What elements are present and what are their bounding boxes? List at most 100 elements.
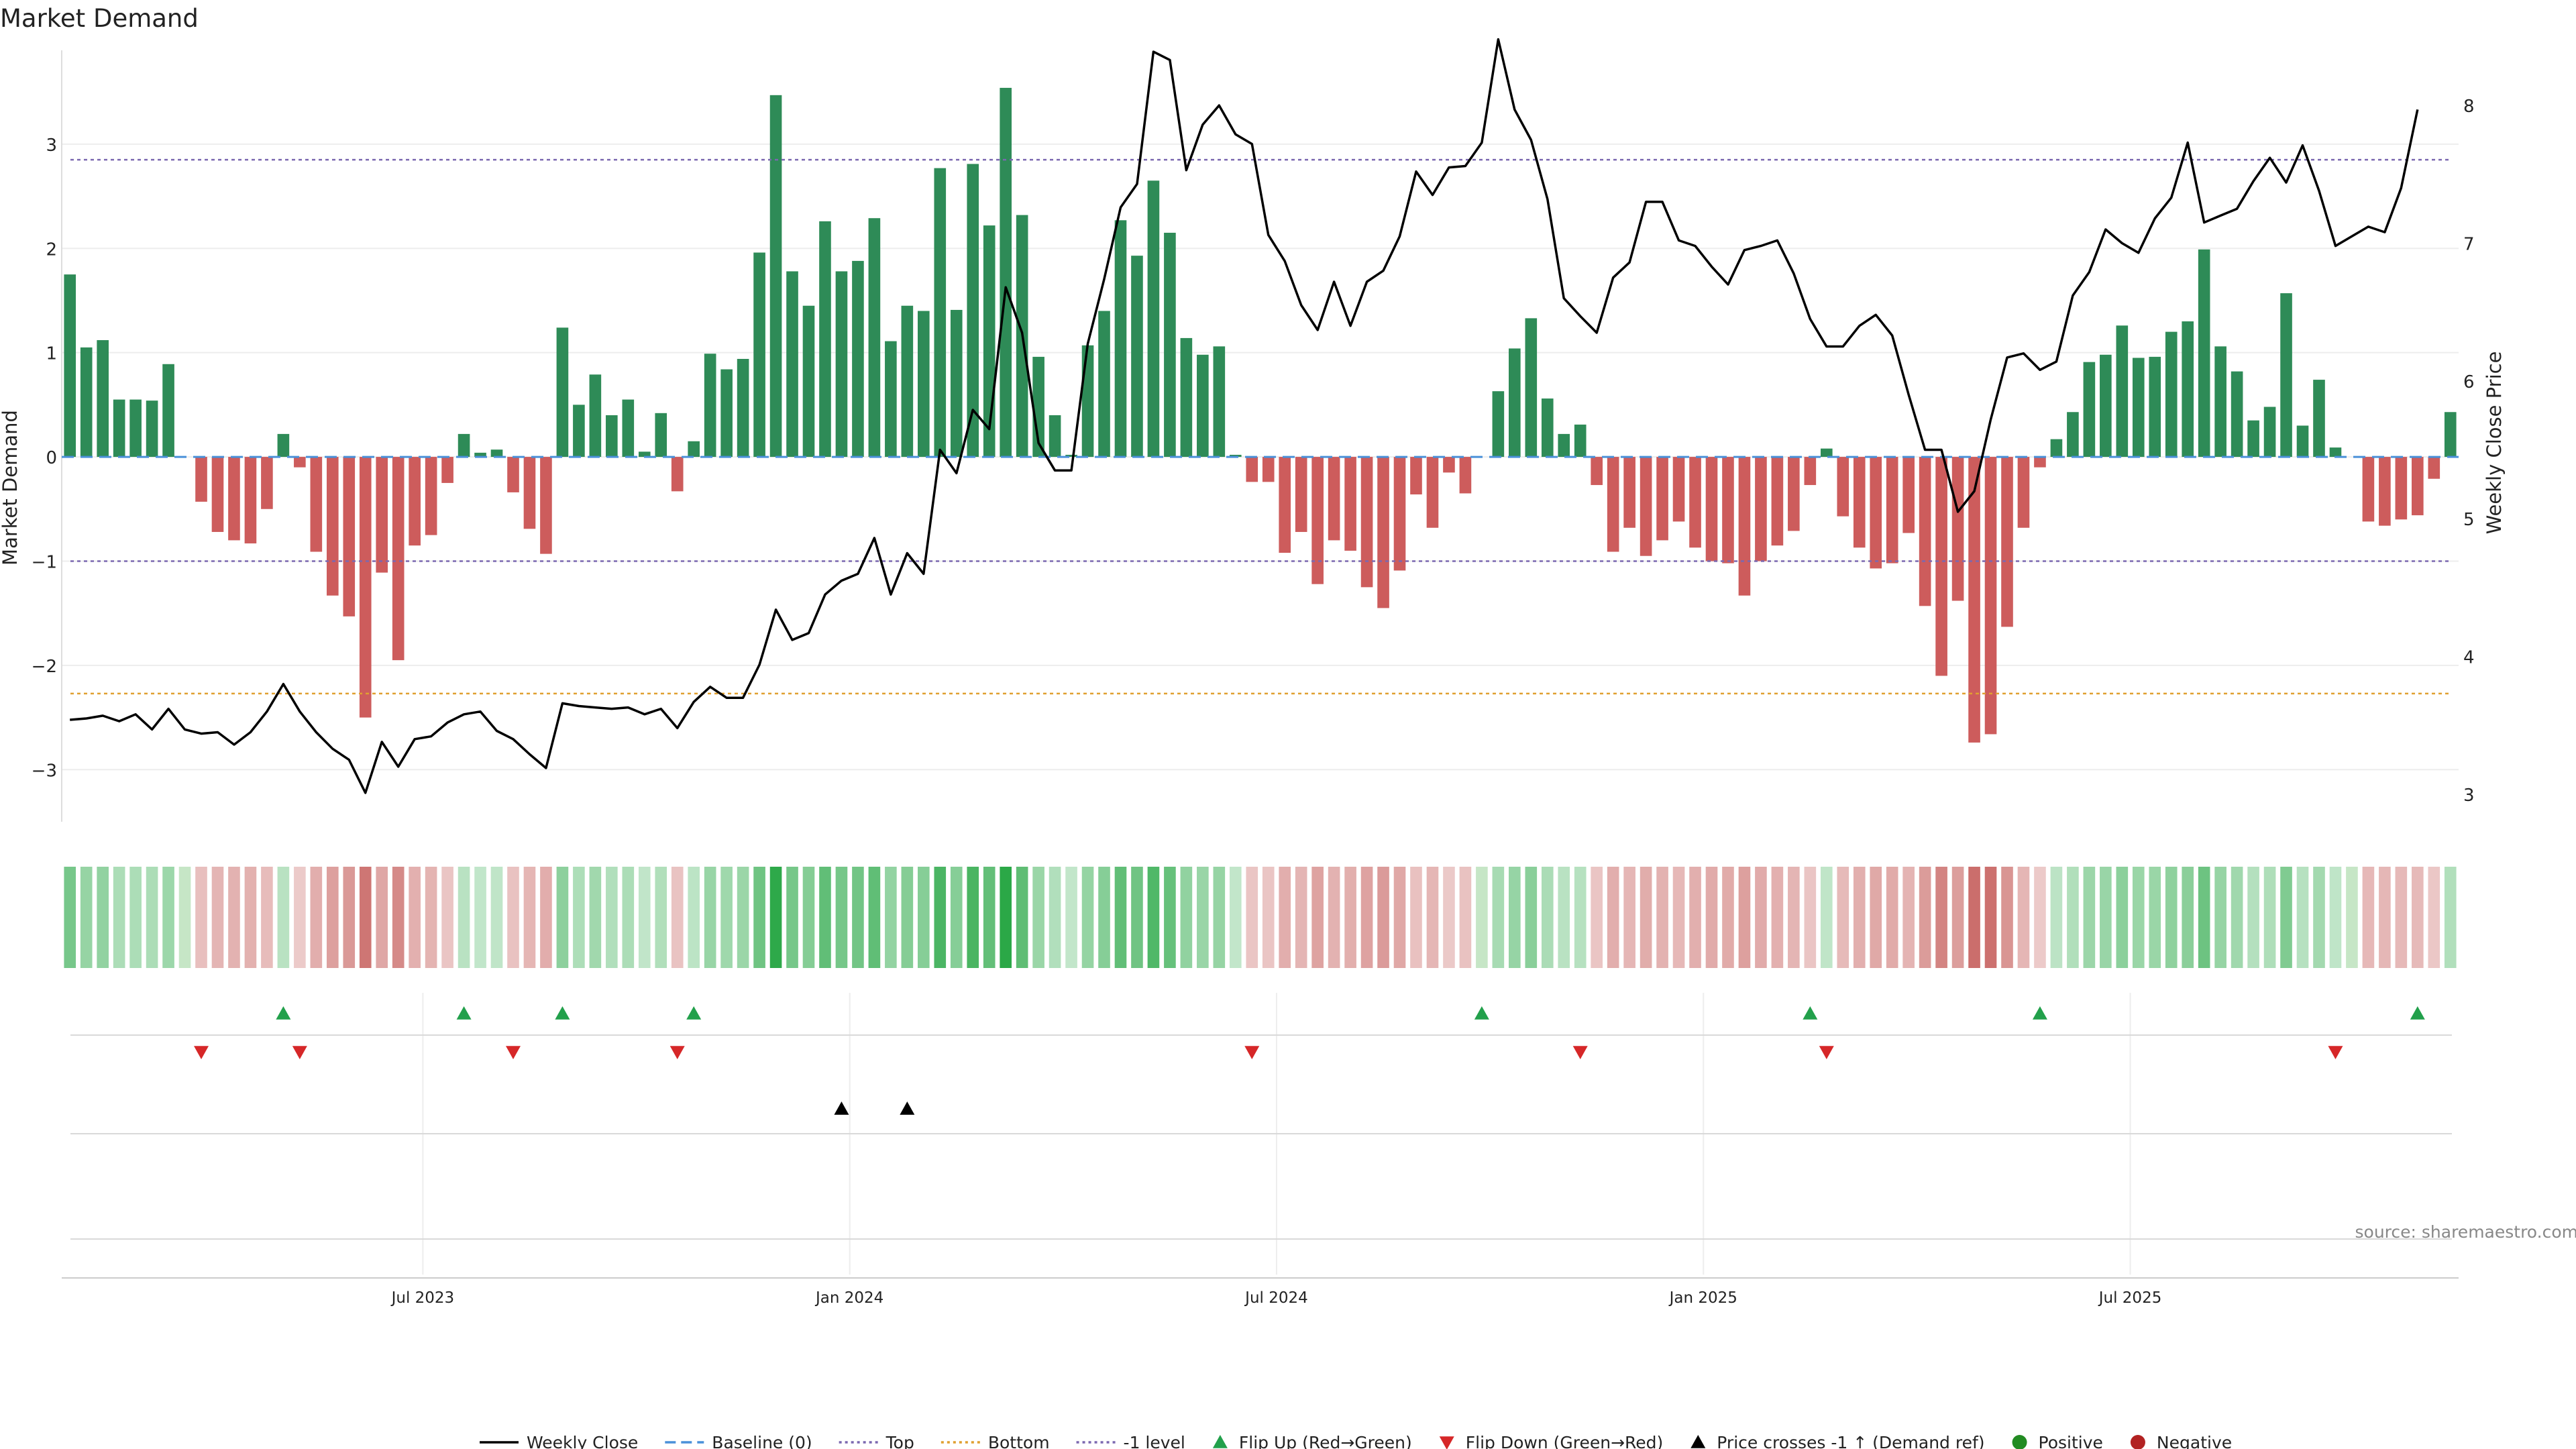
heat-cell <box>606 867 618 968</box>
heat-cell <box>1705 867 1718 968</box>
heat-cell <box>852 867 864 968</box>
heat-cell <box>1410 867 1422 968</box>
legend-entry: Flip Down (Green→Red) <box>1439 1433 1663 1449</box>
legend-label: Bottom <box>988 1433 1050 1449</box>
heat-cell <box>2116 867 2129 968</box>
heat-cell <box>1098 867 1110 968</box>
heat-cell <box>1049 867 1061 968</box>
demand-bar <box>2444 412 2457 458</box>
heat-cell <box>1295 867 1307 968</box>
demand-bar <box>802 305 815 458</box>
axes-layer: −3 −2 −1 0 1 2 3 3 4 5 6 7 8 Jul 2023 Jan 2024 Jul 2024… <box>32 50 2475 1307</box>
demand-bar <box>885 341 897 458</box>
demand-bar <box>1886 457 1898 564</box>
heat-cell <box>1968 867 1980 968</box>
heat-cell <box>704 867 716 968</box>
heat-cell <box>277 867 290 968</box>
legend-entry: Top <box>839 1433 914 1449</box>
legend-swatch <box>2130 1435 2145 1449</box>
heat-cell <box>2067 867 2079 968</box>
demand-bar <box>1246 457 1258 482</box>
heat-cell <box>1360 867 1373 968</box>
demand-bar <box>1295 457 1307 532</box>
demand-bar <box>2263 407 2276 458</box>
heat-cell <box>1197 867 1209 968</box>
heat-cell <box>1837 867 1849 968</box>
heat-cell <box>1164 867 1176 968</box>
demand-bar <box>1853 457 1866 548</box>
demand-bar <box>1000 87 1012 458</box>
legend: Weekly Close Baseline (0) Top Bottom -1 leve… <box>480 1433 2232 1449</box>
demand-bar <box>540 457 552 554</box>
flip-down-marker <box>669 1046 685 1059</box>
heat-cell <box>1032 867 1044 968</box>
legend-entry: Price crosses -1 ↑ (Demand ref) <box>1690 1433 1985 1449</box>
demand-bar <box>1541 398 1554 458</box>
demand-bar <box>720 369 733 458</box>
heat-cell <box>1886 867 1898 968</box>
legend-entry: Negative <box>2130 1433 2232 1449</box>
heat-cell <box>1820 867 1833 968</box>
demand-bar <box>228 457 240 541</box>
heat-cell <box>753 867 765 968</box>
demand-bar <box>819 221 831 458</box>
heat-cell <box>622 867 635 968</box>
demand-bar <box>737 359 749 458</box>
heat-cell <box>2132 867 2145 968</box>
heat-cell <box>2412 867 2424 968</box>
demand-bar <box>1426 457 1439 528</box>
heat-cell <box>2001 867 2013 968</box>
heat-cell <box>1525 867 1538 968</box>
heat-cell <box>507 867 519 968</box>
demand-bar <box>1738 457 1751 596</box>
demand-bar <box>2067 412 2079 458</box>
demand-bar <box>2379 457 2391 526</box>
legend-label: Price crosses -1 ↑ (Demand ref) <box>1717 1433 1984 1449</box>
flip-up-marker <box>276 1006 291 1020</box>
heat-cell <box>1919 867 1931 968</box>
demand-bar <box>1279 457 1291 553</box>
demand-bar <box>1558 433 1570 458</box>
demand-bar <box>688 441 700 458</box>
demand-bar <box>1525 318 1538 458</box>
heat-cell <box>1344 867 1356 968</box>
demand-bar <box>376 457 388 573</box>
demand-bar <box>2001 457 2013 627</box>
legend-label: Positive <box>2039 1433 2103 1449</box>
flip-down-marker <box>2328 1046 2343 1059</box>
demand-bar <box>967 164 979 458</box>
demand-bar <box>1311 457 1324 584</box>
heat-cell <box>146 867 158 968</box>
legend-entry: Bottom <box>941 1433 1050 1449</box>
x-tick-label: Jan 2025 <box>1668 1289 1737 1307</box>
demand-bar <box>80 347 93 458</box>
price-cross-marker <box>900 1102 915 1115</box>
flip-up-marker <box>2032 1006 2047 1020</box>
demand-bar <box>458 433 470 458</box>
heat-cell <box>688 867 700 968</box>
heat-cell <box>1853 867 1866 968</box>
demand-bar <box>2247 420 2259 458</box>
demand-bar <box>1984 457 1997 735</box>
heat-cell <box>1016 867 1028 968</box>
heat-cell <box>1114 867 1127 968</box>
demand-bar <box>326 457 339 596</box>
demand-bar <box>1968 457 1980 743</box>
demand-bar <box>1820 448 1833 458</box>
heat-cell <box>967 867 979 968</box>
heat-cell <box>343 867 356 968</box>
heat-cell <box>1574 867 1587 968</box>
demand-bar <box>359 457 372 718</box>
heat-cell <box>1870 867 1882 968</box>
heat-cell <box>1804 867 1817 968</box>
demand-bar <box>2149 356 2161 458</box>
demand-bar <box>704 354 716 458</box>
heat-cell <box>2247 867 2259 968</box>
demand-bar <box>1656 457 1668 541</box>
legend-swatch <box>1212 1435 1228 1448</box>
heat-cell <box>2034 867 2046 968</box>
chart-title: Market Demand <box>0 4 199 33</box>
demand-bar <box>1328 457 1340 541</box>
demand-bar <box>1919 457 1931 606</box>
